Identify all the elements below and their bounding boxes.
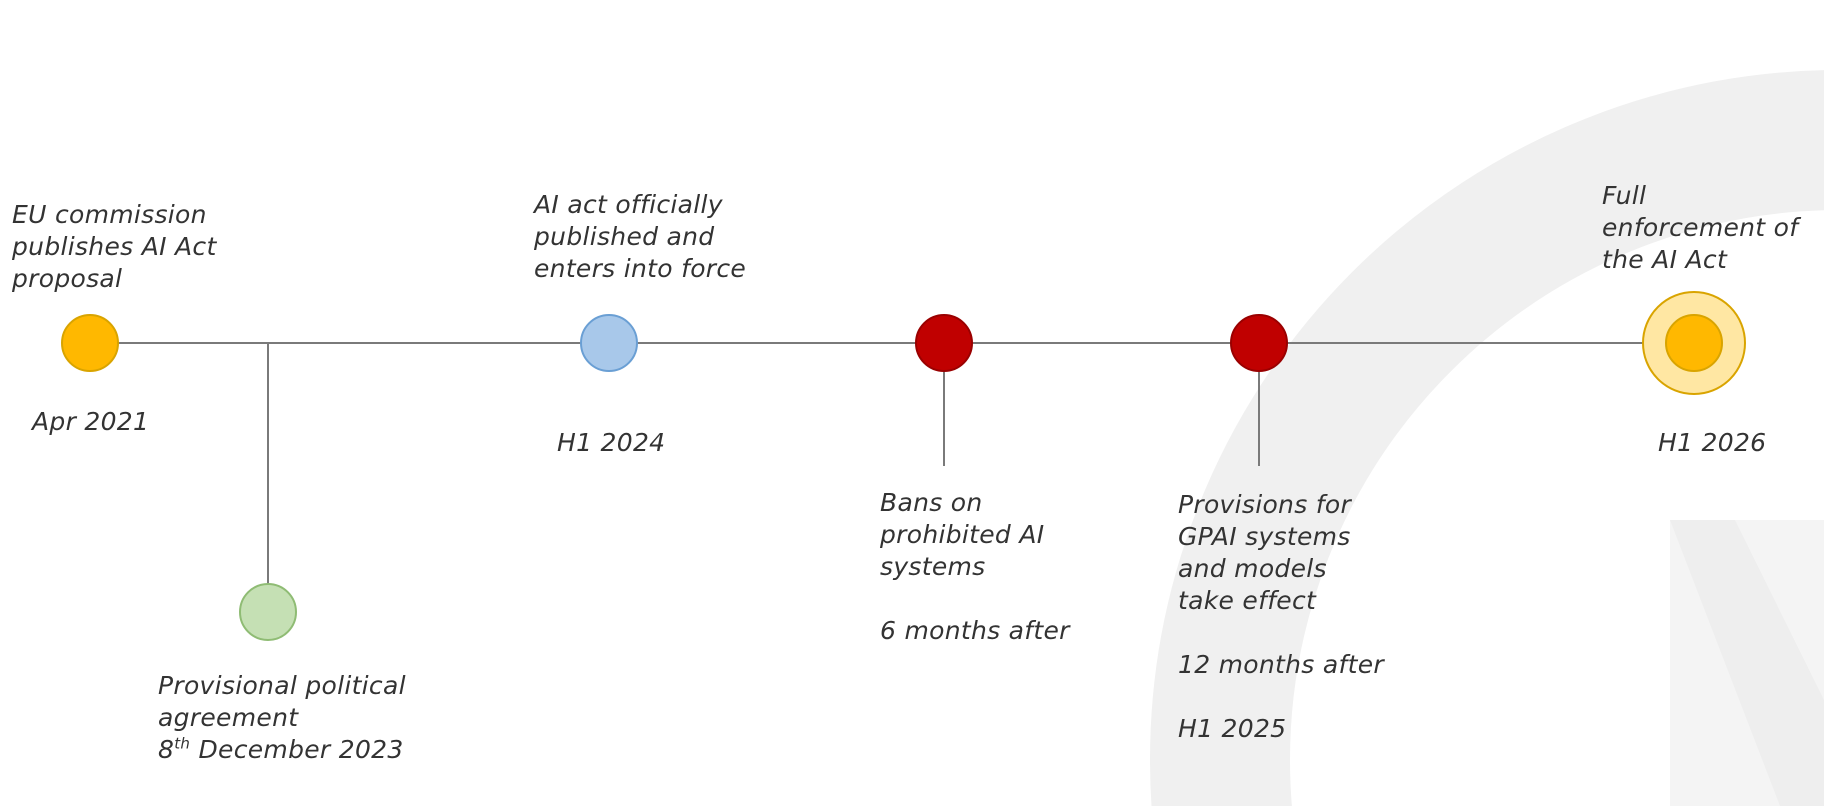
text-line: Provisional political (158, 671, 406, 700)
text-line: enters into force (534, 254, 747, 283)
event-bans-description: Bans on prohibited AI systems 6 months a… (880, 487, 1070, 647)
event-proposal-description: EU commission publishes AI Act proposal (12, 199, 217, 295)
marker-official-publication (580, 314, 638, 372)
spacer (1178, 681, 1384, 713)
text-line: Bans on (880, 488, 983, 517)
text-line: take effect (1178, 586, 1317, 615)
text-line: GPAI systems (1178, 522, 1351, 551)
marker-full-enforcement-core (1665, 314, 1723, 372)
text-line: Full (1602, 181, 1647, 210)
text-line: enforcement of (1602, 213, 1799, 242)
date-day: 8 (158, 735, 175, 764)
text-line: the AI Act (1602, 245, 1728, 274)
text-line: and models (1178, 554, 1327, 583)
spacer (880, 583, 1070, 615)
text-line: agreement (158, 703, 299, 732)
text-line: published and (534, 222, 715, 251)
text-line: prohibited AI (880, 520, 1045, 549)
event-gpai-description: Provisions for GPAI systems and models t… (1178, 489, 1384, 745)
event-enforcement-description: Full enforcement of the AI Act (1602, 180, 1798, 276)
text-line: Provisions for (1178, 490, 1352, 519)
text-line: publishes AI Act (12, 232, 217, 261)
spacer (1178, 617, 1384, 649)
event-publication-date: H1 2024 (557, 428, 666, 457)
text-line: AI act officially (534, 190, 723, 219)
event-publication-description: AI act officially published and enters i… (534, 189, 746, 285)
marker-prohibited-bans (915, 314, 973, 372)
text-line: proposal (12, 264, 123, 293)
marker-gpai-provisions (1230, 314, 1288, 372)
marker-ai-act-proposal (61, 314, 119, 372)
watermark-ring (1150, 70, 1824, 806)
event-agreement-description: Provisional political agreement 8th Dece… (158, 670, 406, 766)
event-proposal-date: Apr 2021 (32, 407, 150, 436)
event-gpai-delay: 12 months after (1178, 650, 1384, 679)
date-month-year: December 2023 (198, 735, 404, 764)
event-bans-delay: 6 months after (880, 616, 1070, 645)
text-line: systems (880, 552, 986, 581)
event-gpai-date: H1 2025 (1178, 714, 1287, 743)
watermark-letter-diagonal (1670, 520, 1824, 806)
event-agreement-date: 8th December 2023 (158, 734, 406, 766)
text-line: EU commission (12, 200, 207, 229)
date-ordinal-suffix: th (174, 734, 191, 753)
event-enforcement-date: H1 2026 (1658, 428, 1767, 457)
marker-provisional-agreement (239, 583, 297, 641)
